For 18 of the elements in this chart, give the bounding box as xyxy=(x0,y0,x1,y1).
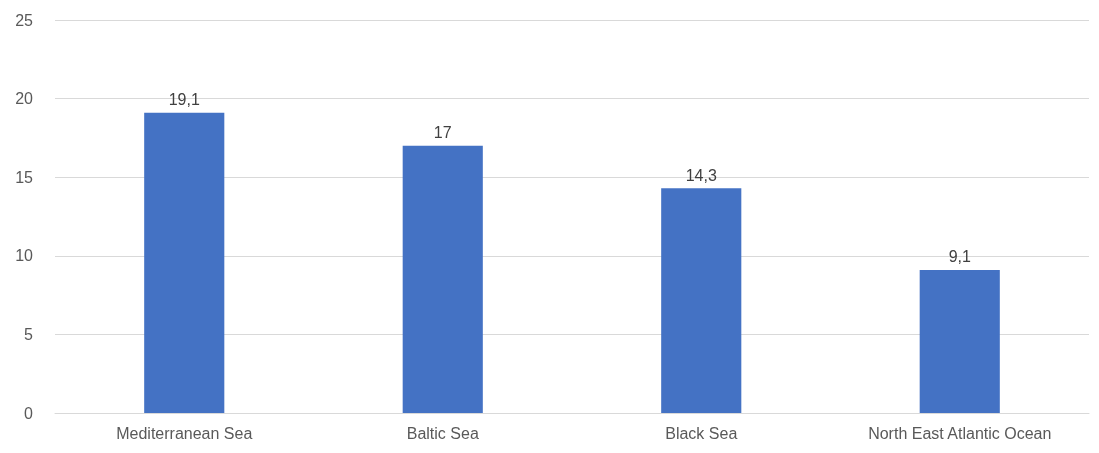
y-tick-label: 25 xyxy=(15,11,34,29)
x-tick-label: Mediterranean Sea xyxy=(116,424,253,442)
x-tick-label: Baltic Sea xyxy=(406,424,479,442)
y-tick-label: 0 xyxy=(24,404,34,422)
y-tick-label: 10 xyxy=(15,247,34,265)
x-tick-label: North East Atlantic Ocean xyxy=(868,424,1052,442)
x-tick-label: Black Sea xyxy=(665,424,738,442)
data-label: 9,1 xyxy=(948,248,971,266)
bar xyxy=(144,112,225,413)
y-tick-label: 15 xyxy=(15,168,34,186)
bar xyxy=(919,269,1000,413)
bar xyxy=(402,145,483,413)
data-label: 14,3 xyxy=(685,166,717,184)
bar xyxy=(661,188,742,413)
y-tick-label: 20 xyxy=(15,90,34,108)
data-label: 17 xyxy=(433,124,452,142)
y-tick-label: 5 xyxy=(24,325,34,343)
data-label: 19,1 xyxy=(168,91,200,109)
